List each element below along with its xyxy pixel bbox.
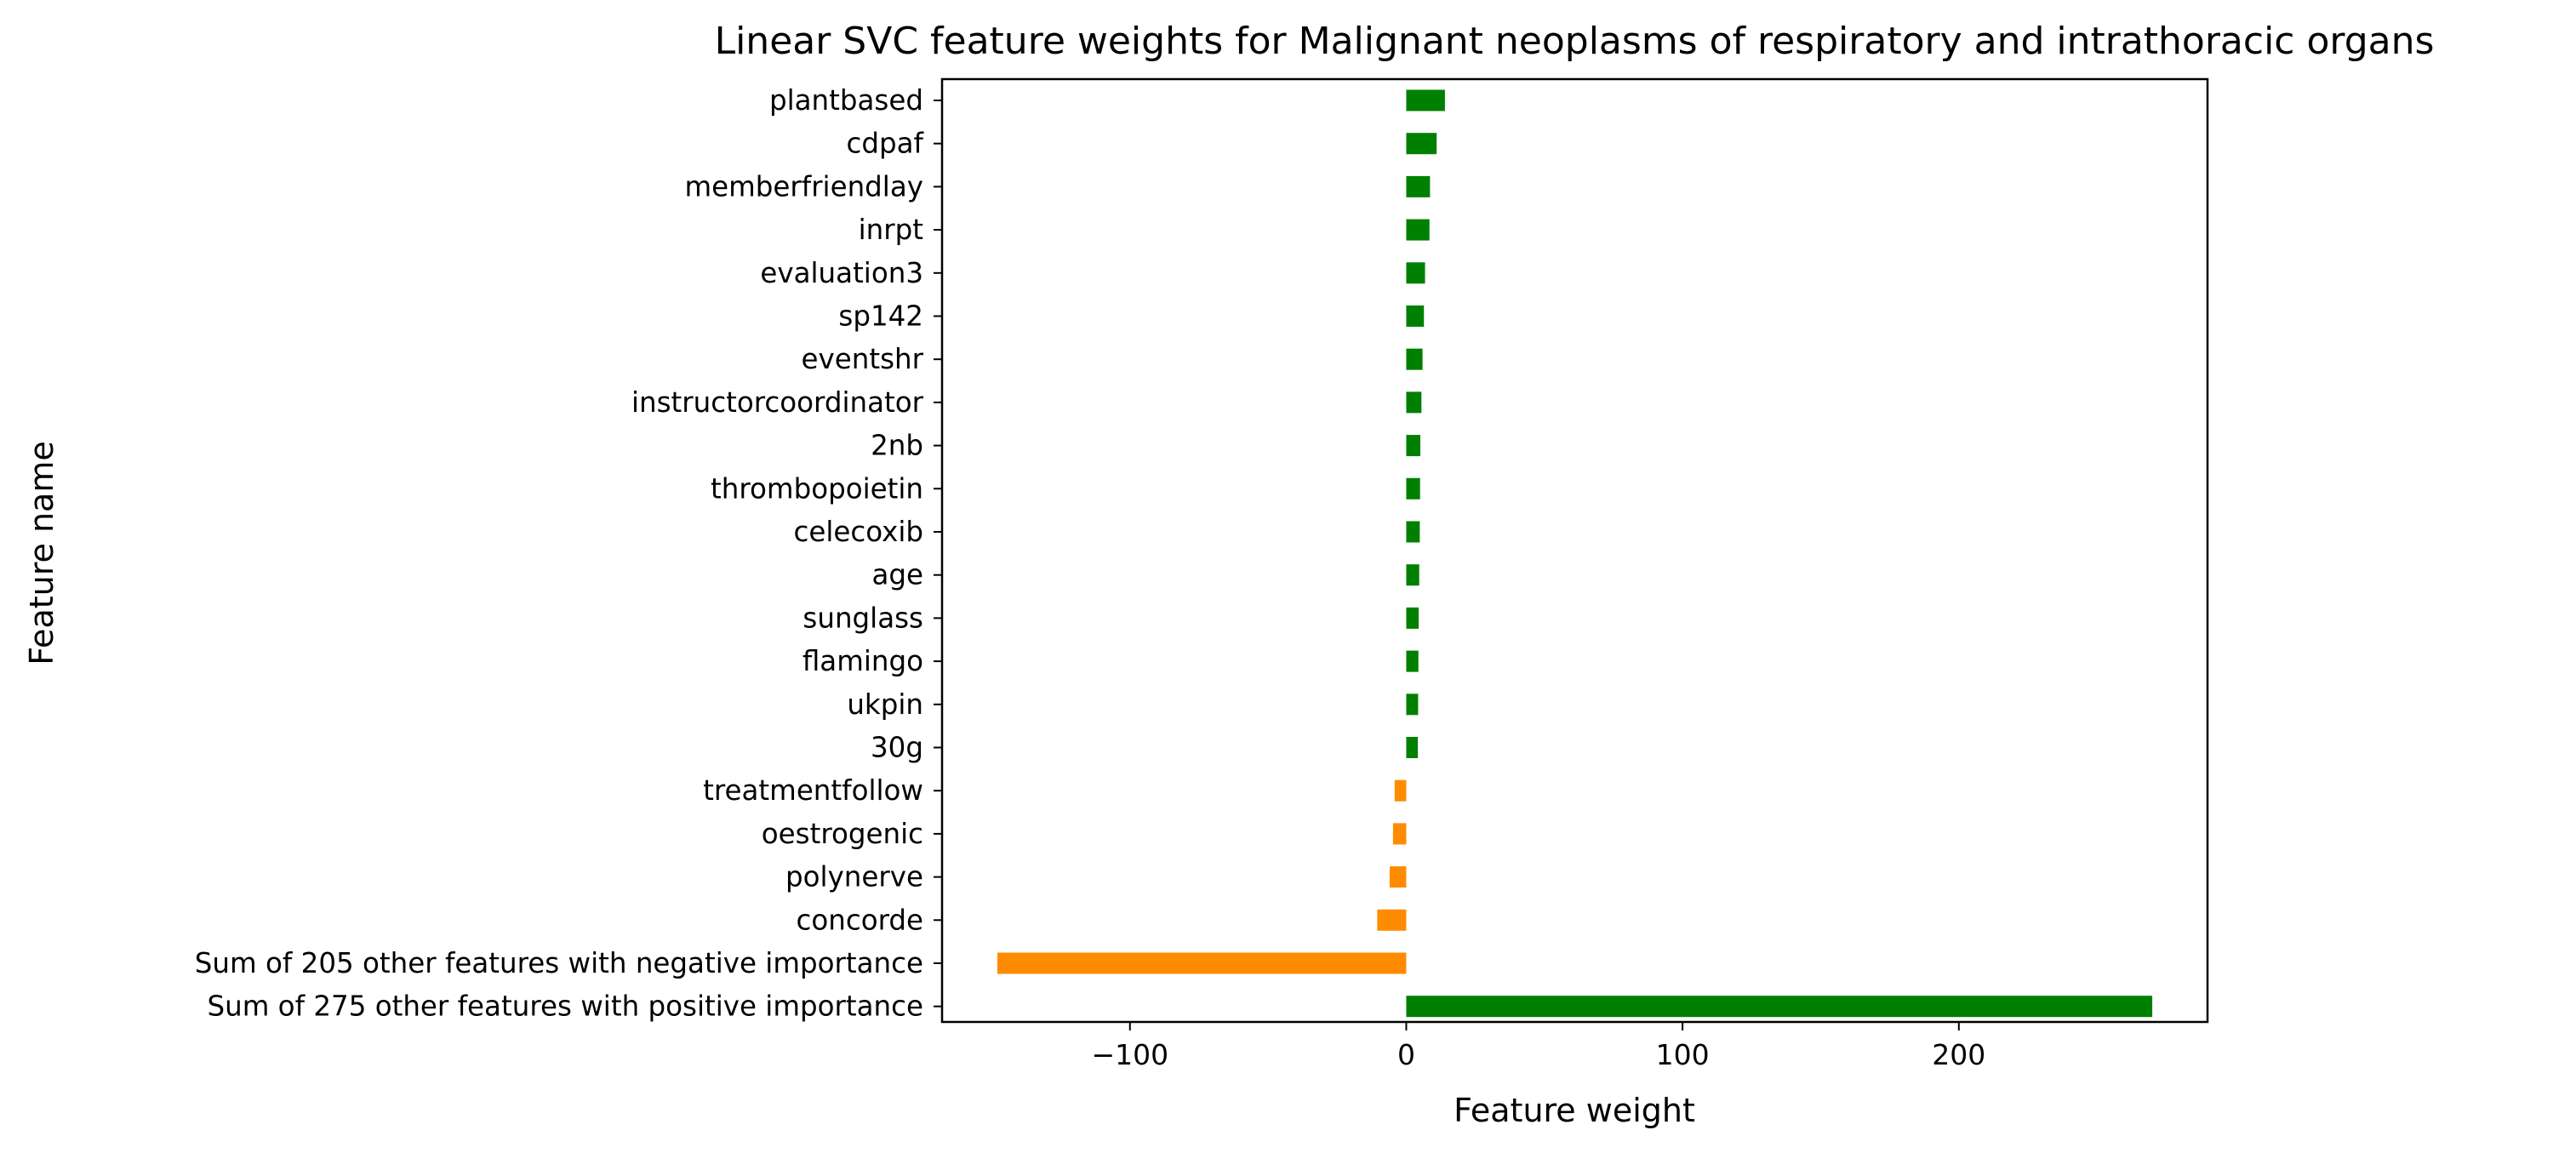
x-tick-label: 200 <box>1932 1038 1985 1071</box>
x-tick-label: 100 <box>1656 1038 1710 1071</box>
y-tick-label: thrombopoietin <box>711 472 923 505</box>
bar <box>1392 823 1407 845</box>
bar <box>1406 175 1431 197</box>
y-axis-label: Feature name <box>23 441 60 665</box>
bar <box>1406 564 1419 586</box>
y-tick-label: celecoxib <box>793 516 923 548</box>
x-axis-label: Feature weight <box>1454 1092 1695 1129</box>
bar <box>1406 521 1420 543</box>
bar <box>1406 305 1425 327</box>
y-tick-label: 30g <box>871 732 923 764</box>
y-tick-label: Sum of 275 other features with positive … <box>207 990 923 1023</box>
y-tick-label: inrpt <box>859 214 923 246</box>
bar <box>1406 737 1419 758</box>
y-tick-label: ukpin <box>847 688 923 721</box>
y-tick-label: flamingo <box>803 645 923 677</box>
y-tick-label: Sum of 205 other features with negative … <box>195 947 923 979</box>
bar <box>1406 694 1419 716</box>
bar <box>1406 391 1422 414</box>
y-tick-label: oestrogenic <box>762 818 923 850</box>
chart-title: Linear SVC feature weights for Malignant… <box>715 20 2435 63</box>
bar <box>1406 477 1420 499</box>
y-tick-label: plantbased <box>769 84 923 117</box>
bar <box>1406 348 1423 370</box>
plot-frame <box>940 77 2209 1024</box>
y-axis-ticks: plantbased cdpaf memberfriendlay inrpt evalu… <box>195 84 942 1023</box>
x-axis-ticks: −100 0 100 200 <box>1091 1022 1985 1071</box>
bars-group <box>997 89 2153 1018</box>
bar <box>1406 219 1430 241</box>
bar <box>1377 909 1407 931</box>
y-tick-label: sunglass <box>803 602 923 634</box>
bar <box>1406 435 1421 457</box>
bar <box>1406 650 1419 672</box>
bar <box>997 952 1407 974</box>
bar <box>1406 89 1445 111</box>
y-tick-label: cdpaf <box>847 128 925 160</box>
x-tick-label: −100 <box>1091 1038 1168 1071</box>
x-tick-label: 0 <box>1397 1038 1415 1071</box>
y-tick-label: concorde <box>796 904 923 936</box>
bar <box>1406 607 1419 629</box>
bar <box>1406 133 1437 155</box>
y-tick-label: instructorcoordinator <box>631 386 924 419</box>
y-tick-label: eventshr <box>802 343 924 375</box>
y-tick-label: 2nb <box>871 430 923 462</box>
y-tick-label: treatmentfollow <box>703 774 923 807</box>
bar <box>1394 779 1407 802</box>
y-tick-label: sp142 <box>838 300 923 333</box>
y-tick-label: age <box>871 559 923 591</box>
y-tick-label: polynerve <box>785 861 923 893</box>
bar <box>1406 262 1425 284</box>
y-tick-label: memberfriendlay <box>684 170 923 203</box>
y-tick-label: evaluation3 <box>760 257 923 289</box>
bar <box>1406 996 2153 1018</box>
bar <box>1389 866 1407 888</box>
